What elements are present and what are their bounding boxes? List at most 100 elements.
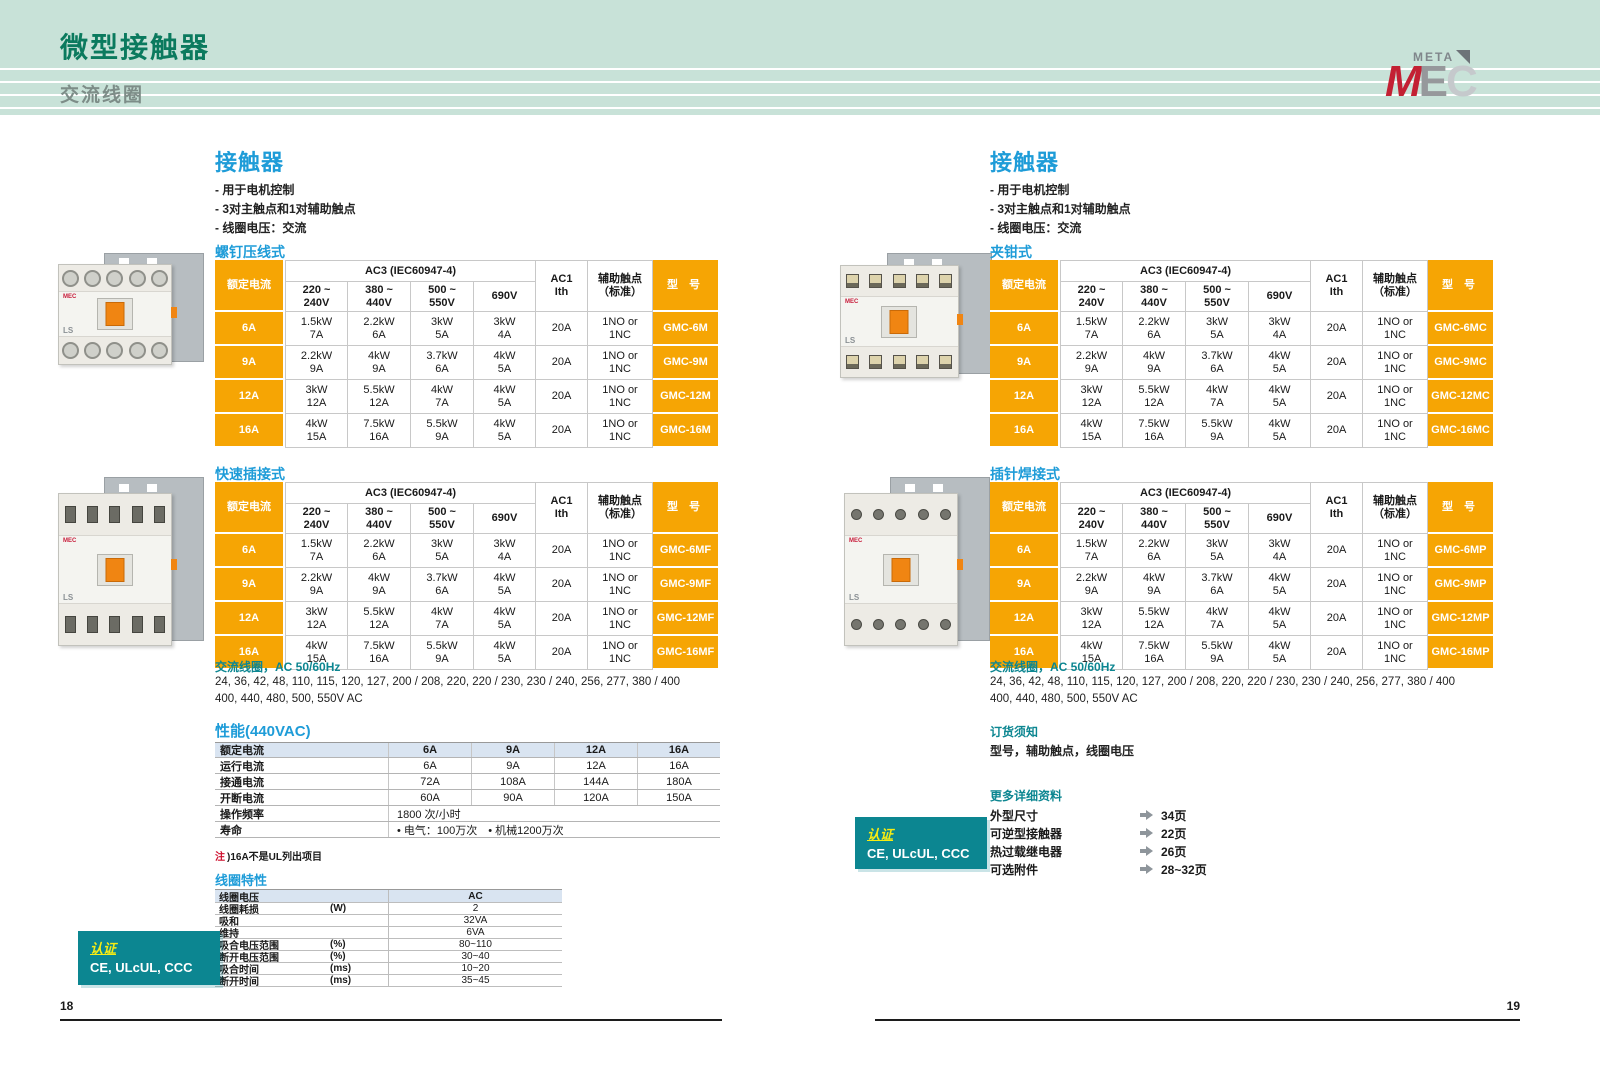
- spec-rated-current: 6A: [990, 534, 1060, 568]
- coil-unit: (ms): [330, 963, 352, 974]
- spec-rating-value: 3kW 5A: [411, 534, 474, 568]
- performance-label: 寿命: [220, 824, 242, 837]
- page-title-contactor: 接触器: [990, 150, 1060, 175]
- spec-rating-value: 4kW 5A: [1249, 568, 1311, 602]
- spec-header-voltage: 690V: [474, 282, 536, 312]
- coil-label: 吸和: [219, 917, 239, 928]
- spec-header-voltage: 380 ~440V: [1123, 282, 1186, 312]
- spec-header-ac3: AC3 (IEC60947-4): [285, 260, 536, 282]
- spec-rating-value: 3kW 4A: [474, 534, 536, 568]
- performance-label: 运行电流: [220, 760, 264, 773]
- spec-rating-value: 4kW 15A: [285, 414, 348, 448]
- performance-row: 接通电流 72A 108A 144A 180A: [215, 774, 720, 790]
- spec-rated-current: 6A: [215, 534, 285, 568]
- performance-row: 额定电流 6A 9A 12A 16A: [215, 742, 720, 758]
- spec-rated-current: 16A: [215, 636, 285, 670]
- spec-table-clamp-type: 额定电流 AC3 (IEC60947-4) AC1 Ith 辅助触点 （标准）型 号 220…: [990, 260, 1495, 448]
- spec-rating-value: 3kW 4A: [1249, 312, 1311, 346]
- performance-value: 108A: [471, 774, 554, 789]
- coil-row: 吸合时间 (ms) 10~20: [215, 963, 562, 976]
- spec-rating-value: 5.5kW 9A: [411, 414, 474, 448]
- performance-value: 72A: [388, 774, 471, 789]
- spec-aux-value: 1NO or 1NC: [1363, 534, 1428, 568]
- spec-header-ac1-ith: AC1 Ith: [1311, 482, 1363, 534]
- performance-value: 1800 次/小时: [388, 806, 720, 821]
- spec-rating-value: 4kW 5A: [474, 380, 536, 414]
- table-title-quick-connect-type: 快速插接式: [215, 466, 285, 482]
- bullet-item: - 3对主触点和1对辅助触点: [215, 202, 356, 216]
- spec-rating-value: 3kW 4A: [1249, 534, 1311, 568]
- feature-bullets: - 用于电机控制 - 3对主触点和1对辅助触点 - 线圈电压：交流: [215, 181, 356, 238]
- spec-rating-value: 3.7kW 6A: [411, 568, 474, 602]
- coil-label: 断开时间: [219, 977, 259, 988]
- spec-header-voltage: 500 ~550V: [1186, 282, 1249, 312]
- spec-model-number: GMC-12M: [653, 380, 720, 414]
- more-info-item: 外型尺寸 34页: [990, 806, 1207, 824]
- spec-rating-value: 4kW 7A: [411, 380, 474, 414]
- spec-rated-current: 6A: [990, 312, 1060, 346]
- coil-characteristics-title: 线圈特性: [215, 873, 268, 888]
- spec-rating-value: 4kW 5A: [1249, 636, 1311, 670]
- spec-aux-value: 1NO or 1NC: [588, 380, 653, 414]
- spec-rated-current: 16A: [990, 414, 1060, 448]
- certification-value: CE, ULcUL, CCC: [90, 960, 193, 975]
- logo-meta-text: META: [1413, 50, 1455, 64]
- spec-header-voltage: 220 ~240V: [1060, 282, 1123, 312]
- spec-ac1-value: 20A: [536, 534, 588, 568]
- coil-row: 吸和 32VA: [215, 915, 562, 928]
- note-text: )16A不是UL列出项目: [227, 852, 323, 863]
- spec-header-voltage: 220 ~240V: [285, 504, 348, 534]
- spec-header-ac3: AC3 (IEC60947-4): [1060, 482, 1311, 504]
- spec-header-aux-contact: 辅助触点 （标准）: [1363, 482, 1428, 534]
- coil-characteristics-table: 线圈电压 AC 线圈耗损 (W) 2 吸和 32VA 维持 6VA 吸合电压范围 (%) 80~110…: [215, 889, 562, 988]
- certification-value: CE, ULcUL, CCC: [867, 846, 970, 861]
- spec-rating-value: 3kW 5A: [1186, 312, 1249, 346]
- page-footer-left: 18: [60, 999, 722, 1021]
- more-info-item: 热过载继电器 26页: [990, 842, 1207, 860]
- performance-value: 144A: [554, 774, 637, 789]
- table-title-clamp-type: 夹钳式: [990, 244, 1032, 260]
- spec-ac1-value: 20A: [536, 414, 588, 448]
- performance-label: 操作频率: [220, 808, 264, 821]
- contactor-photo-screw-type: MEC LS: [58, 253, 210, 371]
- performance-row: 操作频率 1800 次/小时: [215, 806, 720, 822]
- spec-rating-value: 5.5kW 12A: [348, 380, 411, 414]
- spec-aux-value: 1NO or 1NC: [588, 636, 653, 670]
- coil-row: 线圈耗损 (W) 2: [215, 903, 562, 916]
- performance-value: 150A: [637, 790, 720, 805]
- spec-rated-current: 6A: [215, 312, 285, 346]
- spec-rating-value: 4kW 9A: [1123, 568, 1186, 602]
- spec-aux-value: 1NO or 1NC: [1363, 602, 1428, 636]
- spec-header-voltage: 690V: [1249, 282, 1311, 312]
- spec-rating-value: 5.5kW 9A: [411, 636, 474, 670]
- performance-value: 6A: [388, 758, 471, 773]
- bullet-item: - 用于电机控制: [990, 183, 1070, 197]
- spec-rating-value: 2.2kW 6A: [1123, 312, 1186, 346]
- spec-rating-value: 2.2kW 9A: [1060, 568, 1123, 602]
- spec-header-voltage: 500 ~550V: [411, 504, 474, 534]
- spec-rating-value: 3.7kW 6A: [1186, 346, 1249, 380]
- spec-model-number: GMC-16MP: [1428, 636, 1495, 670]
- spec-rating-value: 4kW 5A: [1249, 346, 1311, 380]
- left-page: MEC LS MEC LS 接触器 - 用于电机控制 - 3对主触点和1对辅助触点 - …: [0, 115, 800, 1080]
- performance-value: 120A: [554, 790, 637, 805]
- arrow-icon: [1140, 831, 1146, 835]
- arrow-icon: [1140, 867, 1146, 871]
- coil-voltage-heading: 交流线圈，AC 50/60Hz: [215, 660, 341, 674]
- spec-header-voltage: 500 ~550V: [411, 282, 474, 312]
- spec-rating-value: 4kW 15A: [285, 636, 348, 670]
- coil-value: 10~20: [388, 963, 562, 974]
- logo-letter-c: C: [1446, 57, 1478, 106]
- performance-value: 180A: [637, 774, 720, 789]
- spec-aux-value: 1NO or 1NC: [588, 346, 653, 380]
- spec-aux-value: 1NO or 1NC: [1363, 414, 1428, 448]
- coil-voltage-line1: 24, 36, 42, 48, 110, 115, 120, 127, 200 …: [215, 676, 681, 688]
- spec-rating-value: 2.2kW 9A: [285, 346, 348, 380]
- coil-voltage-line1: 24, 36, 42, 48, 110, 115, 120, 127, 200 …: [990, 676, 1456, 688]
- spec-aux-value: 1NO or 1NC: [588, 534, 653, 568]
- logo-letter-m: M: [1385, 57, 1422, 106]
- more-info-list: 外型尺寸 34页 可逆型接触器 22页 热过载继电器 26页 可选附件 28~32页: [990, 806, 1207, 878]
- ordering-title: 订货须知: [990, 725, 1039, 739]
- performance-table: 额定电流 6A 9A 12A 16A 运行电流 6A 9A 12A 16A 接通电流 72A 108A 1…: [215, 742, 720, 838]
- spec-rating-value: 5.5kW 12A: [348, 602, 411, 636]
